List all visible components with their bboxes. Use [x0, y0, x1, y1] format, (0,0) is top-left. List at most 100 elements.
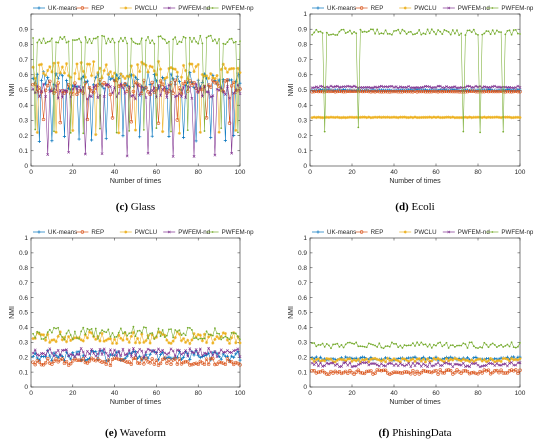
- data-point: [177, 131, 181, 135]
- data-point: [474, 371, 478, 376]
- data-point: [109, 85, 112, 88]
- data-point: [354, 356, 358, 360]
- data-point: [48, 40, 51, 43]
- data-point: [159, 335, 162, 338]
- data-point: [122, 332, 124, 335]
- data-point: [99, 332, 101, 334]
- data-point: [221, 331, 225, 335]
- data-point: [416, 341, 418, 344]
- data-point: [78, 337, 80, 340]
- data-point: [227, 359, 232, 364]
- data-point: [396, 364, 400, 368]
- data-point: [136, 83, 140, 87]
- data-point: [346, 357, 350, 361]
- data-point: [370, 343, 372, 346]
- data-point: [418, 344, 421, 346]
- x-tick-label: 100: [235, 390, 246, 397]
- data-point: [105, 42, 108, 45]
- data-point: [117, 333, 121, 337]
- data-point: [67, 74, 71, 78]
- data-point: [52, 91, 56, 95]
- y-tick-label: 0.5: [298, 310, 307, 317]
- data-point: [203, 337, 206, 340]
- data-point: [48, 354, 52, 358]
- data-point: [479, 131, 481, 134]
- data-point: [82, 326, 85, 329]
- y-tick-label: 0.7: [19, 280, 28, 287]
- data-point: [150, 350, 154, 353]
- data-point: [196, 63, 200, 67]
- data-point: [129, 334, 133, 338]
- data-point: [483, 341, 486, 344]
- data-point: [121, 74, 125, 78]
- data-point: [514, 115, 518, 119]
- data-point: [421, 362, 425, 366]
- data-point: [365, 357, 369, 361]
- data-point: [142, 355, 146, 359]
- data-point: [489, 361, 493, 365]
- data-point: [475, 33, 477, 35]
- data-point: [140, 85, 144, 89]
- data-point: [71, 338, 74, 341]
- data-point: [75, 358, 79, 363]
- data-point: [482, 358, 486, 362]
- data-point: [402, 357, 407, 361]
- data-point: [192, 353, 196, 357]
- data-point: [472, 356, 476, 360]
- data-point: [144, 63, 148, 67]
- data-point: [454, 346, 456, 348]
- data-point: [508, 29, 511, 32]
- data-point: [377, 89, 381, 94]
- data-point: [453, 362, 457, 366]
- data-point: [412, 33, 414, 36]
- data-point: [485, 343, 488, 346]
- data-point: [404, 370, 409, 374]
- data-point: [419, 89, 423, 94]
- data-point: [355, 341, 358, 344]
- data-point: [216, 332, 218, 335]
- data-point: [493, 364, 497, 367]
- legend-marker: [491, 231, 494, 233]
- data-point: [402, 115, 407, 119]
- data-point: [51, 37, 53, 40]
- data-point: [151, 332, 154, 334]
- data-point: [204, 116, 209, 120]
- x-tick-label: 60: [432, 169, 440, 176]
- data-point: [113, 41, 116, 44]
- data-point: [358, 370, 363, 375]
- data-point: [422, 32, 425, 35]
- data-point: [142, 62, 146, 66]
- data-point: [518, 86, 522, 89]
- data-point: [325, 31, 328, 34]
- data-point: [69, 334, 72, 336]
- data-point: [501, 362, 505, 366]
- data-point: [443, 344, 446, 346]
- data-point: [352, 84, 356, 88]
- data-point: [99, 127, 101, 130]
- data-point: [338, 345, 341, 348]
- data-point: [211, 354, 215, 357]
- data-point: [377, 115, 381, 119]
- data-point: [348, 89, 352, 94]
- data-point: [79, 88, 83, 93]
- data-point: [462, 130, 465, 133]
- data-point: [62, 361, 67, 365]
- data-point: [383, 368, 388, 372]
- data-point: [142, 128, 145, 131]
- data-point: [321, 342, 324, 345]
- data-point: [510, 86, 514, 90]
- data-point: [69, 357, 73, 361]
- data-point: [392, 85, 396, 89]
- data-point: [33, 351, 37, 355]
- data-point: [348, 357, 352, 361]
- legend-marker: [447, 230, 451, 234]
- data-point: [131, 330, 136, 334]
- data-point: [90, 74, 94, 78]
- data-point: [188, 358, 192, 362]
- data-point: [512, 358, 516, 362]
- data-point: [50, 362, 54, 366]
- data-point: [223, 331, 227, 336]
- data-point: [440, 89, 444, 94]
- data-point: [229, 360, 234, 364]
- legend: UK-means REP PWCLU PWFEM-nd PWFEM-np: [33, 229, 254, 236]
